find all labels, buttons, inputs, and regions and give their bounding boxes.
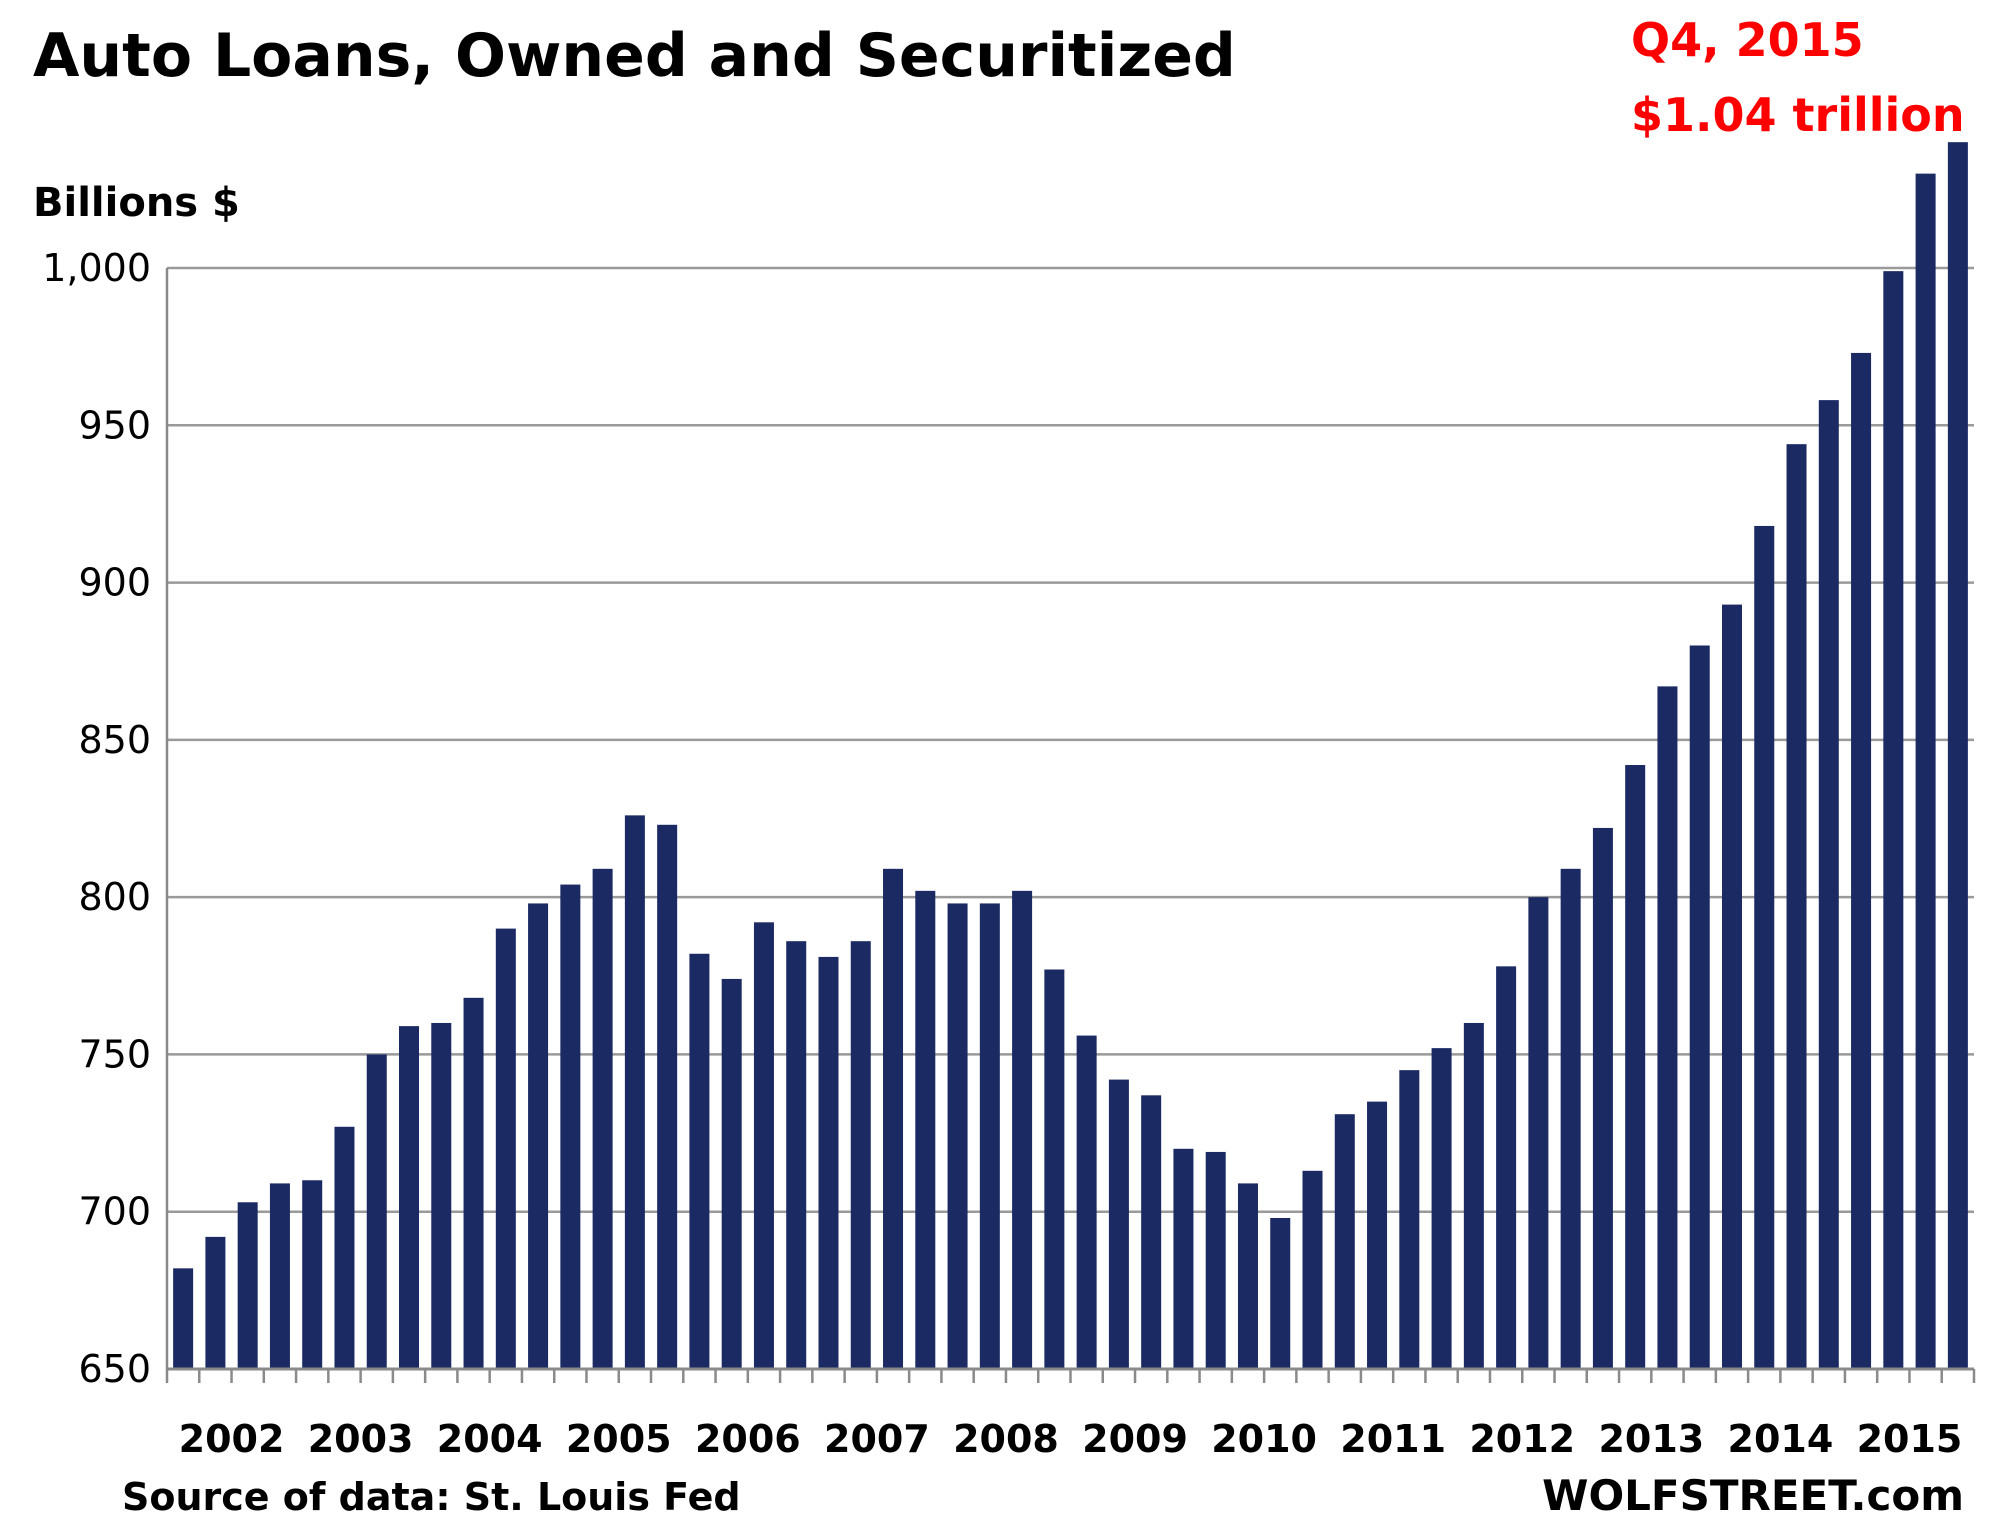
bar [721, 978, 742, 1369]
bar [1915, 173, 1936, 1370]
bar [1108, 1079, 1129, 1369]
x-tick-label: 2012 [1469, 1417, 1575, 1461]
bar [173, 1268, 194, 1369]
bar [269, 1183, 290, 1369]
y-tick-label: 650 [78, 1347, 151, 1391]
bar [495, 928, 516, 1369]
x-tick-label: 2010 [1211, 1417, 1317, 1461]
bar [1818, 400, 1839, 1369]
bar [366, 1054, 387, 1369]
x-tick-label: 2013 [1598, 1417, 1704, 1461]
bar [1431, 1048, 1452, 1369]
bar [1076, 1035, 1097, 1369]
x-tick-label: 2008 [953, 1417, 1059, 1461]
bars [173, 142, 1968, 1370]
bar [205, 1236, 226, 1369]
bar [1528, 897, 1549, 1369]
y-axis-label: Billions $ [33, 180, 240, 226]
bar [399, 1026, 420, 1369]
x-tick-label: 2002 [179, 1417, 285, 1461]
bar [1721, 604, 1742, 1369]
x-tick-label: 2003 [308, 1417, 414, 1461]
bar [560, 884, 581, 1369]
bar [1399, 1070, 1420, 1369]
bar [1205, 1151, 1226, 1369]
bar [592, 868, 613, 1369]
bar [1237, 1183, 1258, 1369]
bar [1883, 271, 1904, 1369]
y-tick-label: 950 [78, 403, 151, 447]
y-tick-label: 900 [78, 561, 151, 605]
bar [818, 956, 839, 1369]
bar [237, 1202, 258, 1369]
y-tick-label: 850 [78, 718, 151, 762]
y-tick-labels: 650 700 750 800 850 900 950 1,000 [42, 246, 151, 1391]
bar [850, 941, 871, 1369]
bar [1851, 352, 1872, 1369]
bar [1463, 1022, 1484, 1369]
bar [624, 815, 645, 1369]
x-tick-labels: 2002 2003 2004 2005 2006 2007 2008 2009 2010 2011… [179, 1417, 1963, 1461]
bar [657, 824, 678, 1369]
bar [302, 1180, 323, 1369]
x-tick-label: 2007 [824, 1417, 930, 1461]
bar [1754, 525, 1775, 1369]
bar [1270, 1218, 1291, 1369]
bar [334, 1126, 355, 1369]
bar [1141, 1095, 1162, 1369]
bar [1689, 645, 1710, 1369]
annotation-quarter: Q4, 2015 [1631, 13, 1864, 67]
y-tick-label: 1,000 [42, 246, 151, 290]
bar [1592, 827, 1613, 1369]
x-tick-label: 2005 [566, 1417, 672, 1461]
bar [1012, 890, 1033, 1369]
x-tick-label: 2015 [1857, 1417, 1963, 1461]
bar [1044, 969, 1065, 1369]
bar [528, 903, 549, 1369]
x-tick-label: 2009 [1082, 1417, 1188, 1461]
bar [431, 1022, 452, 1369]
x-tick-label: 2006 [695, 1417, 801, 1461]
bar [883, 868, 904, 1369]
x-tick-label: 2011 [1340, 1417, 1446, 1461]
y-tick-label: 800 [78, 875, 151, 919]
bar [1496, 966, 1517, 1369]
bar [1334, 1114, 1355, 1369]
brand-watermark: WOLFSTREET.com [1542, 1471, 1964, 1520]
bar [1625, 765, 1646, 1369]
bar [947, 903, 968, 1369]
bar [1657, 686, 1678, 1369]
x-axis [165, 1367, 1976, 1383]
bar [979, 903, 1000, 1369]
bar [1947, 142, 1968, 1370]
bar [753, 922, 774, 1369]
y-tick-label: 700 [78, 1190, 151, 1234]
bar [1367, 1101, 1388, 1369]
chart-title: Auto Loans, Owned and Securitized [33, 21, 1236, 91]
bar [1173, 1148, 1194, 1369]
x-tick-label: 2004 [437, 1417, 543, 1461]
bar [1302, 1170, 1323, 1369]
x-tick-label: 2014 [1728, 1417, 1834, 1461]
y-tick-label: 750 [78, 1032, 151, 1076]
source-note: Source of data: St. Louis Fed [122, 1475, 741, 1519]
bar [1786, 444, 1807, 1369]
bar [463, 997, 484, 1369]
bar [915, 890, 936, 1369]
bar [786, 941, 807, 1369]
annotation-value: $1.04 trillion [1631, 88, 1965, 142]
bar [689, 953, 710, 1369]
bar [1560, 868, 1581, 1369]
